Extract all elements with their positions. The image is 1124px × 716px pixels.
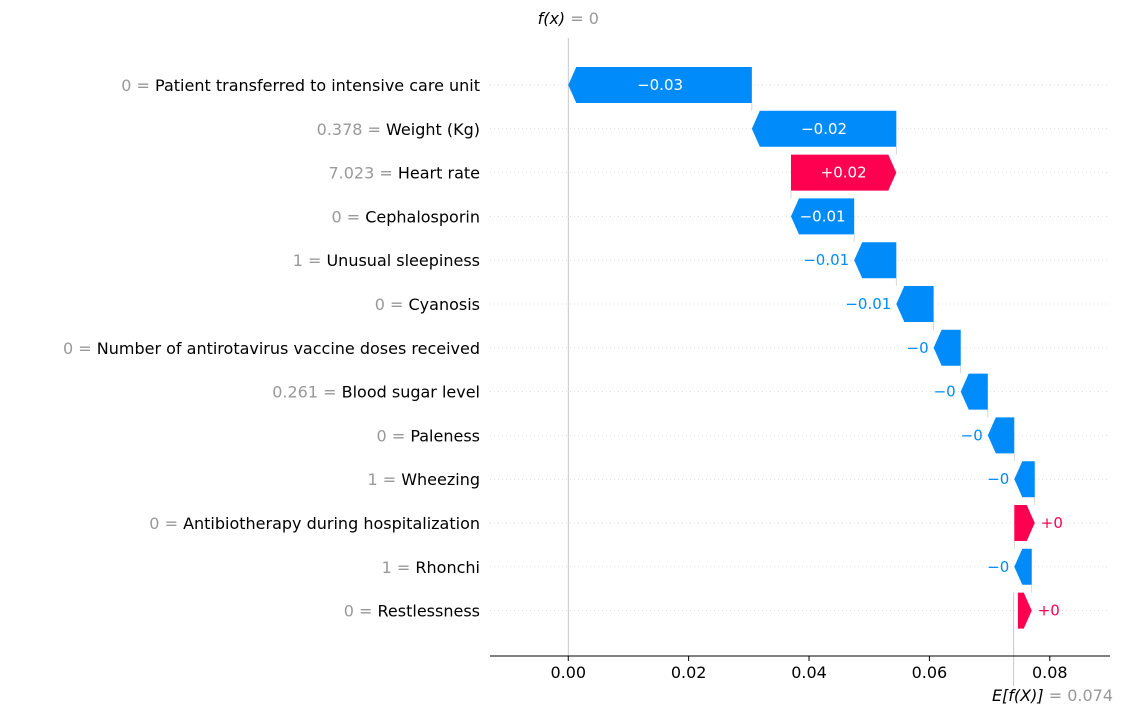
bar-value-label: −0: [987, 558, 1009, 576]
feature-label: 0 = Restlessness: [344, 602, 480, 621]
negative-bar: [987, 417, 1015, 454]
positive-bar: [1017, 592, 1032, 629]
feature-name: Blood sugar level: [342, 383, 480, 402]
feature-label: 1 = Rhonchi: [382, 558, 480, 577]
feature-label: 0 = Cyanosis: [375, 295, 480, 314]
feature-value: 0 =: [121, 76, 155, 95]
bar-value-label: +0: [1041, 514, 1063, 532]
bar-value-label: −0.02: [801, 120, 847, 138]
base-value-label: E[f(X)] = 0.074: [992, 686, 1113, 705]
feature-label: 1 = Wheezing: [367, 470, 480, 489]
feature-name: Weight (Kg): [386, 120, 480, 139]
feature-name: Restlessness: [378, 602, 480, 621]
feature-value: 0.261 =: [272, 383, 341, 402]
feature-name: Cephalosporin: [365, 207, 480, 226]
bar-value-label: +0: [1038, 602, 1060, 620]
feature-value: 0 =: [63, 339, 97, 358]
feature-name: Heart rate: [398, 164, 480, 183]
feature-value: 1 =: [367, 470, 401, 489]
bar-value-label: −0.01: [845, 295, 891, 313]
positive-bar: [790, 154, 897, 191]
feature-value: 7.023 =: [328, 164, 397, 183]
feature-value: 0 =: [149, 514, 183, 533]
feature-name: Cyanosis: [409, 295, 481, 314]
bar-value-label: −0: [934, 383, 956, 401]
bar-value-label: −0: [961, 426, 983, 444]
feature-label: 0 = Cephalosporin: [331, 207, 480, 226]
negative-bar: [960, 373, 988, 410]
feature-name: Patient transferred to intensive care un…: [155, 76, 480, 95]
negative-bar: [751, 110, 897, 147]
negative-bar: [933, 329, 961, 366]
feature-label: 0 = Number of antirotavirus vaccine dose…: [63, 339, 480, 358]
fx-label: f(x) = 0: [538, 9, 599, 28]
negative-bar: [790, 198, 855, 235]
negative-bar: [1014, 548, 1032, 585]
x-tick-label: 0.04: [791, 663, 827, 682]
bar-value-label: −0.03: [637, 76, 683, 94]
bar-value-label: −0: [987, 470, 1009, 488]
feature-name: Number of antirotavirus vaccine doses re…: [97, 339, 480, 358]
bar-value-label: −0: [907, 339, 929, 357]
feature-name: Rhonchi: [415, 558, 480, 577]
feature-label: 0 = Patient transferred to intensive car…: [121, 76, 480, 95]
feature-name: Paleness: [410, 426, 480, 445]
feature-label: 1 = Unusual sleepiness: [293, 251, 480, 270]
feature-name: Unusual sleepiness: [326, 251, 480, 270]
feature-value: 0 =: [375, 295, 409, 314]
bar-value-label: −0.01: [803, 251, 849, 269]
feature-label: 7.023 = Heart rate: [328, 164, 480, 183]
feature-value: 1 =: [382, 558, 416, 577]
negative-bar: [1014, 461, 1035, 498]
bar-value-label: +0.02: [821, 164, 867, 182]
x-tick-label: 0.06: [912, 663, 948, 682]
feature-name: Antibiotherapy during hospitalization: [183, 514, 480, 533]
positive-bar: [1014, 505, 1035, 541]
feature-value: 0.378 =: [317, 120, 386, 139]
bar-value-label: −0.01: [800, 207, 846, 225]
negative-bar: [568, 67, 752, 103]
feature-label: 0 = Antibiotherapy during hospitalizatio…: [149, 514, 480, 533]
x-tick-label: 0.02: [671, 663, 707, 682]
feature-label: 0.378 = Weight (Kg): [317, 120, 480, 139]
feature-value: 0 =: [331, 207, 365, 226]
feature-value: 1 =: [293, 251, 327, 270]
feature-value: 0 =: [377, 426, 411, 445]
feature-value: 0 =: [344, 602, 378, 621]
negative-bar: [896, 286, 934, 322]
negative-bar: [854, 242, 897, 279]
feature-label: 0.261 = Blood sugar level: [272, 383, 480, 402]
feature-name: Wheezing: [401, 470, 480, 489]
x-tick-label: 0.00: [550, 663, 586, 682]
feature-label: 0 = Paleness: [377, 426, 480, 445]
x-tick-label: 0.08: [1032, 663, 1068, 682]
